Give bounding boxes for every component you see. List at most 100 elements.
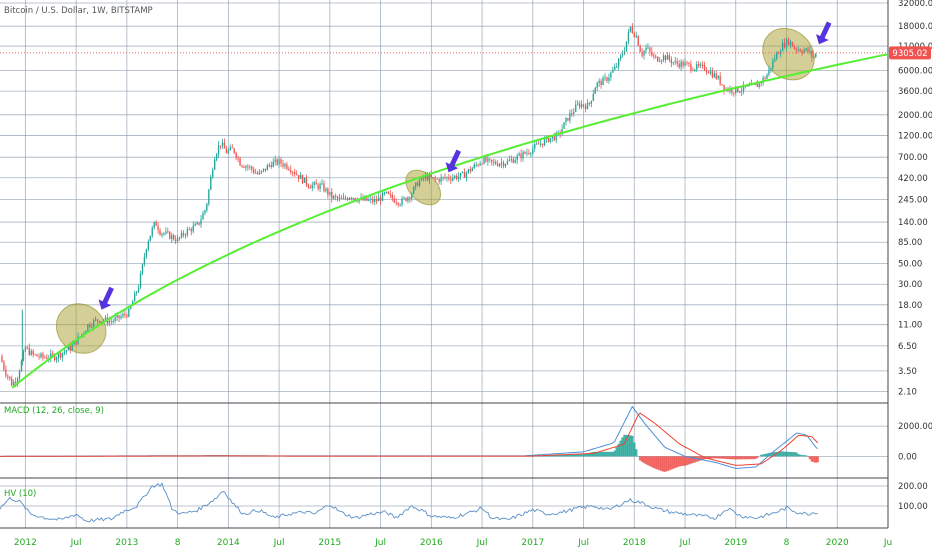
candle-body	[75, 341, 77, 345]
candle-body	[192, 225, 194, 232]
candle-body	[141, 264, 144, 274]
candle-body	[530, 153, 532, 155]
candle-body	[584, 106, 587, 110]
candle-body	[247, 166, 249, 168]
candle-body	[662, 55, 665, 61]
candle-body	[426, 175, 429, 181]
candle-body	[723, 84, 725, 91]
candle-body	[721, 84, 723, 86]
candle-body	[126, 314, 128, 317]
macd-histogram-bar	[674, 456, 677, 468]
candle-body	[541, 143, 544, 146]
candle-body	[756, 84, 758, 87]
candle-body	[481, 163, 483, 165]
candle-body	[282, 163, 284, 167]
candle-body	[543, 139, 546, 146]
candle-body	[151, 227, 153, 236]
macd-histogram-bar	[715, 456, 718, 459]
candle-body	[432, 177, 434, 179]
candle-body	[561, 128, 563, 134]
candle-body	[391, 194, 393, 199]
candle-body	[781, 42, 784, 52]
macd-histogram-bar	[656, 456, 659, 470]
price-tick-label: 32000.00	[898, 0, 932, 9]
candle-body	[36, 354, 38, 357]
price-tick-label: 140.00	[898, 218, 928, 228]
macd-histogram-bar	[779, 451, 782, 457]
candle-body	[44, 357, 46, 359]
candle-body	[809, 50, 811, 52]
candle-body	[643, 50, 645, 56]
candle-body	[803, 50, 805, 53]
candle-body	[116, 315, 118, 318]
macd-histogram-bar	[804, 455, 808, 457]
trendline-layer	[11, 53, 889, 389]
macd-histogram-bar	[601, 451, 605, 457]
candle-body	[368, 199, 370, 201]
candle-body	[59, 353, 62, 358]
x-tick-label: 2020	[826, 538, 849, 548]
macd-histogram-bar	[568, 454, 572, 457]
candle-body	[272, 161, 274, 168]
macd-histogram-bar	[781, 451, 784, 457]
candle-body	[655, 56, 657, 58]
candle-body	[53, 354, 56, 361]
candle-body	[666, 55, 669, 60]
x-tick-label: 2013	[115, 538, 138, 548]
candle-body	[664, 55, 667, 60]
candle-body	[186, 229, 189, 235]
candle-body	[133, 293, 136, 302]
candle-body	[20, 360, 23, 372]
candle-body	[415, 182, 417, 187]
x-tick-label: Ju	[883, 538, 892, 548]
macd-histogram-bar	[754, 456, 757, 460]
candle-body	[354, 197, 356, 200]
candle-body	[660, 60, 663, 62]
macd-histogram-bar	[660, 456, 663, 471]
candle-body	[617, 58, 620, 67]
candle-body	[139, 273, 142, 288]
candle-body	[459, 173, 462, 177]
candle-body	[239, 158, 241, 166]
candle-body	[227, 150, 230, 154]
macd-histogram-bar	[734, 456, 737, 460]
candle-body	[684, 62, 686, 66]
candle-body	[34, 354, 36, 356]
price-tick-label: 18000.00	[898, 22, 932, 32]
macd-histogram-bar	[787, 451, 790, 457]
highlight-ellipses	[55, 27, 815, 354]
candle-body	[120, 316, 122, 319]
candle-body	[733, 92, 735, 94]
candle-body	[180, 232, 183, 238]
candle-body	[438, 179, 440, 182]
candle-body	[477, 164, 479, 166]
candle-body	[493, 161, 495, 163]
candle-body	[290, 169, 292, 173]
price-tick-label: 3.50	[898, 367, 917, 377]
hv-tick-label: 100.00	[898, 502, 928, 512]
candle-body	[604, 77, 606, 79]
macd-histogram-bar	[582, 454, 585, 457]
candle-body	[202, 213, 204, 220]
candle-body	[738, 91, 741, 93]
candle-body	[143, 256, 146, 265]
candle-body	[577, 103, 579, 105]
candle-body	[372, 198, 374, 203]
candle-body	[254, 172, 257, 174]
candle-body	[590, 100, 593, 104]
candle-body	[807, 48, 809, 52]
candle-body	[647, 47, 649, 49]
candle-body	[526, 152, 528, 154]
candle-body	[434, 177, 436, 179]
macd-panel	[0, 405, 819, 472]
candle-body	[785, 39, 788, 48]
hv-label: HV (10)	[4, 489, 36, 499]
macd-histogram-bar	[570, 454, 574, 457]
candle-body	[313, 182, 315, 185]
candle-body	[315, 182, 317, 185]
candle-body	[629, 26, 632, 32]
candle-body	[165, 231, 167, 234]
candle-body	[403, 197, 405, 199]
macd-histogram-bar	[791, 452, 794, 457]
